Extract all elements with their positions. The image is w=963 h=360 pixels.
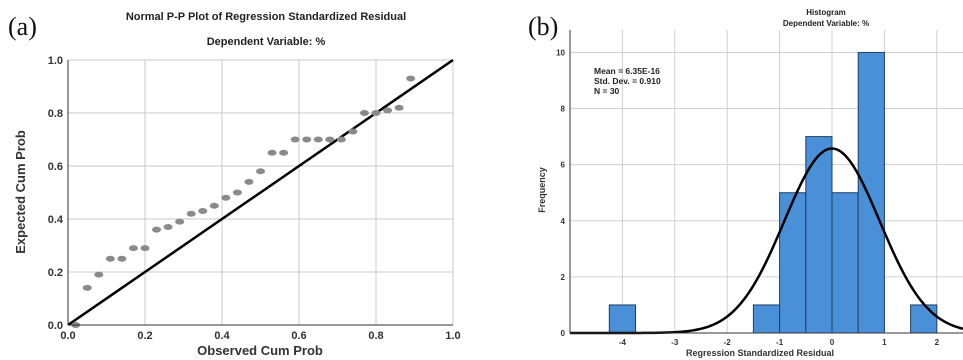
hist-y-tick-label: 4 — [561, 217, 566, 226]
histogram-bar — [752, 304, 781, 334]
pp-y-tick-label: 0.4 — [48, 214, 64, 226]
pp-x-tick-label: 1.0 — [445, 330, 460, 342]
pp-data-point — [267, 149, 277, 156]
pp-plot-y-axis-label: Expected Cum Prob — [13, 130, 28, 254]
hist-x-tick-label: 0 — [830, 338, 835, 347]
pp-data-point — [117, 255, 127, 262]
pp-data-point — [406, 75, 416, 82]
hist-x-tick-label: -2 — [724, 338, 732, 347]
pp-plot-reference-line — [67, 58, 454, 327]
pp-data-point — [152, 226, 162, 233]
stat-n: N = 30 — [594, 86, 620, 96]
pp-data-point — [175, 218, 185, 225]
pp-data-point — [290, 136, 300, 143]
hist-y-tick-label: 10 — [556, 48, 565, 57]
histogram-bar — [805, 136, 833, 334]
pp-data-point — [348, 128, 358, 135]
histogram-bar — [779, 192, 807, 334]
histogram-y-axis-label: Frequency — [537, 167, 547, 213]
hist-x-tick-label: -4 — [619, 338, 627, 347]
pp-data-point — [244, 178, 254, 185]
pp-x-tick-label: 0.2 — [137, 330, 152, 342]
histogram-stats-box: Mean = 6.35E-16 Std. Dev. = 0.910 N = 30 — [594, 66, 661, 96]
pp-data-point — [186, 210, 196, 217]
pp-data-point — [82, 284, 92, 291]
stat-std-dev: Std. Dev. = 0.910 — [594, 76, 661, 86]
histogram-bar — [857, 51, 885, 334]
pp-plot-x-axis-label: Observed Cum Prob — [197, 343, 323, 358]
pp-data-point — [394, 104, 404, 111]
pp-data-point — [105, 255, 115, 262]
pp-data-point — [163, 223, 173, 230]
histogram-title: Histogram — [806, 8, 846, 17]
pp-y-tick-label: 0.8 — [48, 108, 63, 120]
histogram-bar — [910, 304, 938, 334]
hist-x-tick-label: 2 — [935, 338, 940, 347]
pp-x-tick-label: 0.0 — [60, 330, 75, 342]
pp-data-point — [371, 110, 381, 116]
pp-plot-title: Normal P-P Plot of Regression Standardiz… — [126, 11, 406, 23]
histogram-tick-labels: -4 -3 -2 -1 0 1 2 0 2 4 6 8 10 — [556, 48, 939, 347]
hist-x-tick-label: -1 — [776, 338, 784, 347]
pp-y-tick-label: 1.0 — [48, 55, 63, 67]
histogram-x-axis-label: Regression Standardized Residual — [686, 348, 834, 358]
pp-x-tick-label: 0.6 — [291, 330, 306, 342]
histogram-bars — [608, 51, 938, 334]
pp-data-point — [140, 245, 150, 252]
pp-data-point — [302, 136, 312, 143]
pp-y-tick-label: 0.6 — [48, 161, 63, 173]
hist-y-tick-label: 8 — [561, 105, 566, 114]
pp-data-point — [232, 189, 242, 196]
panel-label-a: (a) — [8, 12, 37, 41]
pp-plot-subtitle: Dependent Variable: % — [207, 36, 326, 48]
histogram-bar — [831, 192, 859, 334]
pp-data-point — [94, 271, 104, 278]
stat-mean: Mean = 6.35E-16 — [594, 66, 660, 76]
pp-y-tick-label: 0.0 — [48, 320, 63, 332]
pp-data-point — [313, 136, 323, 143]
pp-x-tick-label: 0.4 — [214, 330, 230, 342]
histogram-panel: (b) Histogram Dependent Variable: % -4 -3… — [528, 8, 963, 358]
hist-y-tick-label: 0 — [561, 329, 566, 338]
panel-label-b: (b) — [528, 12, 558, 41]
pp-y-tick-label: 0.2 — [48, 267, 63, 279]
pp-data-point — [221, 194, 231, 201]
pp-data-point — [256, 168, 265, 175]
pp-data-point — [359, 110, 369, 116]
pp-data-point — [325, 136, 335, 143]
pp-data-point — [198, 208, 208, 215]
hist-x-tick-label: 1 — [882, 338, 887, 347]
pp-data-point — [383, 107, 393, 114]
histogram-bar — [608, 304, 636, 334]
pp-data-point — [128, 245, 138, 252]
histogram-plot-area — [570, 30, 963, 333]
pp-plot-points — [71, 75, 416, 328]
pp-data-point — [279, 149, 289, 156]
hist-x-tick-label: -3 — [671, 338, 679, 347]
pp-plot-panel: (a) Normal P-P Plot of Regression Standa… — [8, 11, 461, 358]
pp-data-point — [336, 136, 346, 143]
hist-y-tick-label: 2 — [561, 273, 566, 282]
pp-data-point — [209, 202, 219, 209]
pp-x-tick-label: 0.8 — [368, 330, 383, 342]
histogram-subtitle: Dependent Variable: % — [783, 19, 869, 28]
pp-plot-tick-labels: 0.0 0.2 0.4 0.6 0.8 1.0 0.0 0.2 0.4 0.6 0.8 1.0 — [48, 55, 461, 342]
hist-y-tick-label: 6 — [561, 161, 566, 170]
